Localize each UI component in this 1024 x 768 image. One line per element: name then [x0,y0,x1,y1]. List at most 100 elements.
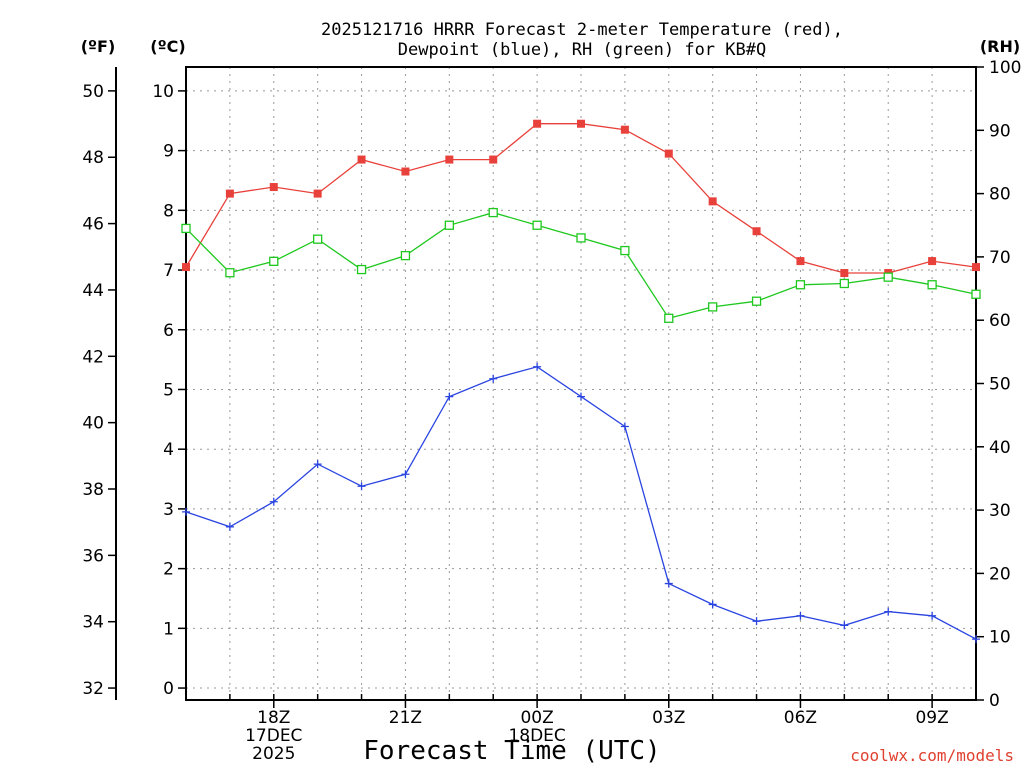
x-tick-label: 17DEC [245,726,302,746]
rh-point [576,233,586,243]
x-axis-title: Forecast Time (UTC) [363,736,660,766]
celsius-tick-label: 9 [163,142,174,162]
fahrenheit-tick-label: 36 [82,546,104,566]
x-tick-label: 18Z [257,708,290,728]
rh-tick-label: 50 [989,375,1011,395]
temperature-point [840,269,849,278]
temperature-point [708,197,717,206]
dewpoint-point [401,470,410,479]
temperature-point [577,119,585,128]
rh-point [444,220,454,230]
rh-point [751,296,762,306]
fahrenheit-tick-label: 32 [82,679,104,699]
dewpoint-point [752,617,761,626]
fahrenheit-tick-label: 50 [82,82,104,102]
temperature-point [620,125,629,134]
temperature-point [928,257,937,266]
credit-text[interactable]: coolwx.com/models [850,746,1014,765]
x-tick-label: 00Z [520,708,553,728]
fahrenheit-tick-label: 46 [82,215,104,235]
fahrenheit-tick-label: 40 [82,414,104,434]
series-rh [181,207,981,323]
dewpoint-point [269,497,278,506]
temperature-point [313,189,322,198]
x-tick-label: 06Z [784,708,817,728]
rh-point [269,256,279,266]
dewpoint-point [182,507,190,516]
rh-point [708,302,718,312]
x-tick-label: 2025 [252,744,295,764]
x-tick-label: 03Z [652,708,685,728]
gridlines [186,67,976,700]
chart-title-line1: 2025121716 HRRR Forecast 2-meter Tempera… [321,20,843,40]
celsius-tick-label: 2 [163,560,174,580]
dewpoint-point [620,422,629,431]
rh-point [313,234,323,244]
dewpoint-point [796,611,805,620]
rh-point [532,220,542,230]
celsius-tick-label: 0 [163,679,174,699]
series-dewpoint [182,362,980,644]
rh-tick-label: 80 [989,185,1011,205]
dewpoint-point [708,600,717,609]
fahrenheit-tick-label: 34 [82,613,104,633]
celsius-tick-label: 5 [163,380,174,400]
x-tick-label: 09Z [915,708,948,728]
celsius-tick-label: 3 [163,500,174,520]
rh-point [488,207,498,218]
temperature-point [182,263,190,272]
dewpoint-point [533,362,542,371]
dewpoint-point [225,522,234,531]
rh-point [927,280,937,290]
celsius-tick-label: 4 [163,440,174,460]
temperature-point [752,227,761,236]
rh-tick-label: 0 [989,691,1000,711]
rh-tick-label: 70 [989,248,1011,268]
temperature-point [445,155,454,164]
temperature-point [796,257,805,266]
rh-point [181,223,191,234]
temperature-point [533,119,542,128]
rh-point [795,280,806,290]
dewpoint-point [884,607,893,616]
dewpoint-point [313,460,322,469]
fahrenheit-tick-label: 42 [82,347,104,367]
series-layer [181,119,981,644]
temperature-point [972,263,980,272]
rh-point [225,268,235,278]
dewpoint-point [972,635,980,644]
celsius-tick-label: 8 [163,201,174,221]
temperature-point [489,155,498,164]
series-temperature [182,119,980,278]
rh-point [839,278,849,289]
celsius-tick-label: 10 [152,82,174,102]
rh-tick-label: 10 [989,628,1011,648]
dewpoint-point [577,392,585,401]
temperature-point [225,189,234,198]
fahrenheit-unit-label: (ºF) [81,37,116,56]
x-tick-label: 18DEC [508,726,565,746]
rh-point [356,264,367,275]
dewpoint-point [840,621,849,630]
rh-tick-label: 30 [989,501,1011,521]
dewpoint-point [357,482,366,491]
fahrenheit-tick-label: 38 [82,480,104,500]
dewpoint-point [445,392,454,401]
rh-tick-label: 100 [989,58,1021,78]
rh-tick-label: 20 [989,564,1011,584]
rh-point [883,272,893,282]
chart-title-line2: Dewpoint (blue), RH (green) for KB#Q [398,40,766,60]
dewpoint-point [489,374,498,383]
temperature-point [357,155,366,164]
rh-tick-label: 40 [989,438,1011,458]
celsius-tick-label: 6 [163,321,174,341]
temperature-point [401,167,410,176]
axes: 0123456789103234363840424446485001020304… [82,58,1021,764]
celsius-tick-label: 7 [163,261,174,281]
temperature-point [269,183,278,192]
rh-point [971,289,981,299]
dewpoint-point [928,611,937,620]
rh-point [664,313,674,323]
rh-tick-label: 90 [989,121,1011,141]
